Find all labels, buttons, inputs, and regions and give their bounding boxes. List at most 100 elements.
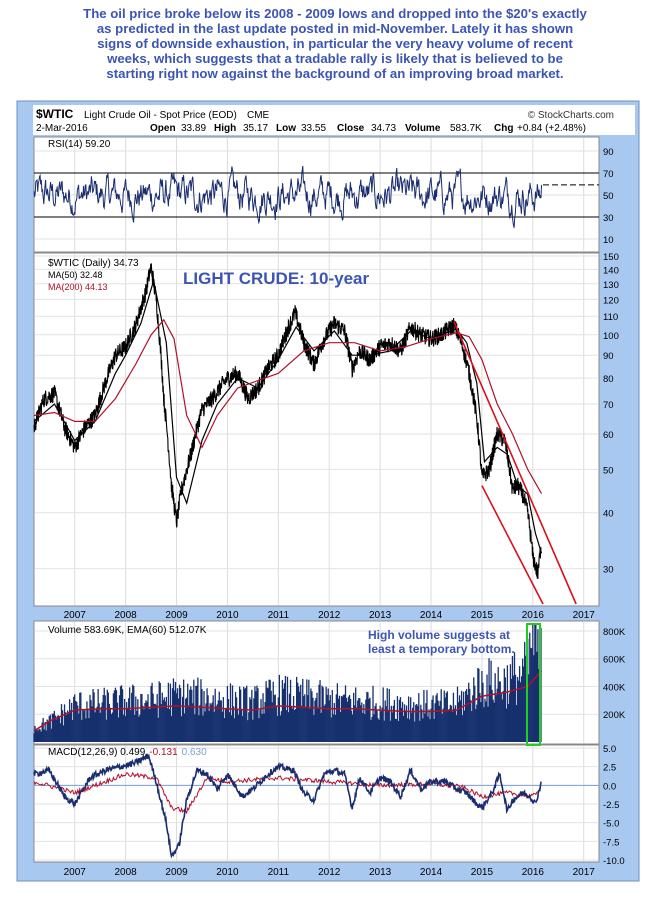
series-layer bbox=[33, 165, 599, 859]
price-panel bbox=[33, 252, 600, 607]
exchange-label: CME bbox=[247, 110, 270, 121]
x-tick-label: 2012 bbox=[318, 610, 341, 621]
caption-line: The oil price broke below its 2008 - 200… bbox=[83, 6, 587, 21]
y-tick-label: 90 bbox=[603, 147, 614, 158]
x-tick-label: 2011 bbox=[268, 867, 290, 878]
macd-signal-label: -0.131 bbox=[149, 747, 178, 758]
x-tick-label: 2015 bbox=[471, 610, 494, 621]
macd-line bbox=[33, 752, 542, 859]
macd-title: MACD(12,26,9) 0.499 -0.131 0.630 bbox=[48, 747, 207, 758]
symbol-label: $WTIC bbox=[36, 107, 74, 121]
ma50-line bbox=[33, 280, 543, 554]
volume-annotation-line: least a temporary bottom. bbox=[368, 642, 515, 656]
ohlc-close-value: 34.73 bbox=[371, 123, 396, 134]
y-tick-label: 10 bbox=[603, 235, 614, 246]
y-tick-label: 80 bbox=[603, 374, 614, 385]
y-tick-label: 5.0 bbox=[603, 744, 616, 755]
x-tick-label: 2008 bbox=[114, 867, 137, 878]
x-tick-label: 2012 bbox=[318, 867, 341, 878]
y-tick-label: 70 bbox=[603, 169, 614, 180]
x-tick-label: 2010 bbox=[216, 610, 239, 621]
y-tick-label: -7.5 bbox=[603, 837, 619, 848]
x-tick-label: 2017 bbox=[573, 867, 596, 878]
x-tick-label: 2007 bbox=[64, 610, 87, 621]
ohlc-chg-label: Chg bbox=[494, 123, 513, 134]
ohlc-close-label: Close bbox=[337, 123, 365, 134]
x-tick-label: 2014 bbox=[420, 867, 443, 878]
x-tick-label: 2009 bbox=[165, 610, 188, 621]
y-tick-label: 50 bbox=[603, 465, 614, 476]
price-line bbox=[33, 263, 542, 579]
x-tick-label: 2007 bbox=[64, 867, 87, 878]
y-tick-label: 150 bbox=[603, 252, 619, 263]
caption-line: signs of downside exhaustion, in particu… bbox=[97, 36, 573, 51]
y-tick-label: 400K bbox=[603, 682, 626, 693]
macd-hist-label: 0.630 bbox=[182, 747, 207, 758]
caption-line: starting right now against the backgroun… bbox=[106, 66, 564, 81]
volume-title: Volume 583.69K, EMA(60) 512.07K bbox=[48, 625, 207, 636]
ma50-label: MA(50) 32.48 bbox=[48, 270, 103, 280]
volume-ema-line bbox=[33, 670, 543, 732]
trendline bbox=[481, 485, 544, 605]
macd-main-label: MACD(12,26,9) 0.499 bbox=[48, 747, 146, 758]
ohlc-low-value: 33.55 bbox=[301, 123, 326, 134]
volume-annotation-line: High volume suggests at bbox=[368, 628, 510, 642]
y-tick-label: 30 bbox=[603, 213, 614, 224]
axis-layer: 2007 2007 2008 2008 2009 2009 2010 2010 2011 2011… bbox=[64, 147, 626, 878]
y-tick-label: 70 bbox=[603, 400, 614, 411]
caption-line: weeks, which suggests that a tradable ra… bbox=[107, 51, 563, 66]
price-series-label: $WTIC (Daily) 34.73 bbox=[48, 258, 139, 269]
y-tick-label: 60 bbox=[603, 430, 614, 441]
instrument-name: Light Crude Oil - Spot Price (EOD) bbox=[84, 110, 237, 121]
x-tick-label: 2009 bbox=[165, 867, 188, 878]
y-tick-label: -10.0 bbox=[603, 856, 625, 867]
x-tick-label: 2016 bbox=[522, 867, 545, 878]
volume-highlight-box bbox=[526, 623, 541, 746]
y-tick-label: 120 bbox=[603, 295, 619, 306]
date-label: 2-Mar-2016 bbox=[36, 123, 88, 134]
y-tick-label: 800K bbox=[603, 627, 626, 638]
y-tick-label: 140 bbox=[603, 265, 619, 276]
caption-line: as predicted in the last update posted i… bbox=[96, 21, 574, 36]
ohlc-high-label: High bbox=[214, 123, 236, 134]
x-tick-label: 2017 bbox=[573, 610, 596, 621]
macd-signal-line bbox=[33, 771, 542, 815]
header-strip bbox=[33, 105, 635, 135]
x-tick-label: 2010 bbox=[216, 867, 239, 878]
y-tick-label: 2.5 bbox=[603, 763, 616, 774]
ma200-line bbox=[33, 318, 543, 494]
y-tick-label: 90 bbox=[603, 351, 614, 362]
price-annotation: LIGHT CRUDE: 10-year bbox=[183, 269, 369, 288]
x-tick-label: 2013 bbox=[369, 610, 392, 621]
ohlc-volume-label: Volume bbox=[405, 123, 441, 134]
y-tick-label: 40 bbox=[603, 509, 614, 520]
rsi-line bbox=[33, 165, 542, 228]
y-tick-label: 130 bbox=[603, 280, 619, 291]
x-tick-label: 2016 bbox=[522, 610, 545, 621]
y-tick-label: -2.5 bbox=[603, 800, 619, 811]
volume-annotation: High volume suggests at least a temporary… bbox=[368, 628, 515, 656]
caption: The oil price broke below its 2008 - 200… bbox=[15, 6, 655, 88]
ohlc-open-value: 33.89 bbox=[181, 123, 206, 134]
rsi-title: RSI(14) 59.20 bbox=[48, 139, 111, 150]
trendline bbox=[453, 321, 577, 605]
y-tick-label: 30 bbox=[603, 565, 614, 576]
y-tick-label: -5.0 bbox=[603, 819, 619, 830]
ohlc-open-label: Open bbox=[150, 123, 176, 134]
y-tick-label: 110 bbox=[603, 312, 618, 323]
x-tick-label: 2011 bbox=[268, 610, 290, 621]
watermark: © StockCharts.com bbox=[528, 110, 614, 121]
ohlc-chg-value: +0.84 (+2.48%) bbox=[517, 123, 586, 134]
x-tick-label: 2013 bbox=[369, 867, 392, 878]
ohlc-volume-value: 583.7K bbox=[450, 123, 482, 134]
ma200-label: MA(200) 44.13 bbox=[48, 282, 108, 292]
y-tick-label: 600K bbox=[603, 655, 626, 666]
x-tick-label: 2015 bbox=[471, 867, 494, 878]
x-tick-label: 2008 bbox=[114, 610, 137, 621]
y-tick-label: 100 bbox=[603, 331, 619, 342]
y-tick-label: 200K bbox=[603, 710, 626, 721]
x-tick-label: 2014 bbox=[420, 610, 443, 621]
ohlc-low-label: Low bbox=[276, 123, 296, 134]
volume-bars bbox=[33, 624, 542, 742]
